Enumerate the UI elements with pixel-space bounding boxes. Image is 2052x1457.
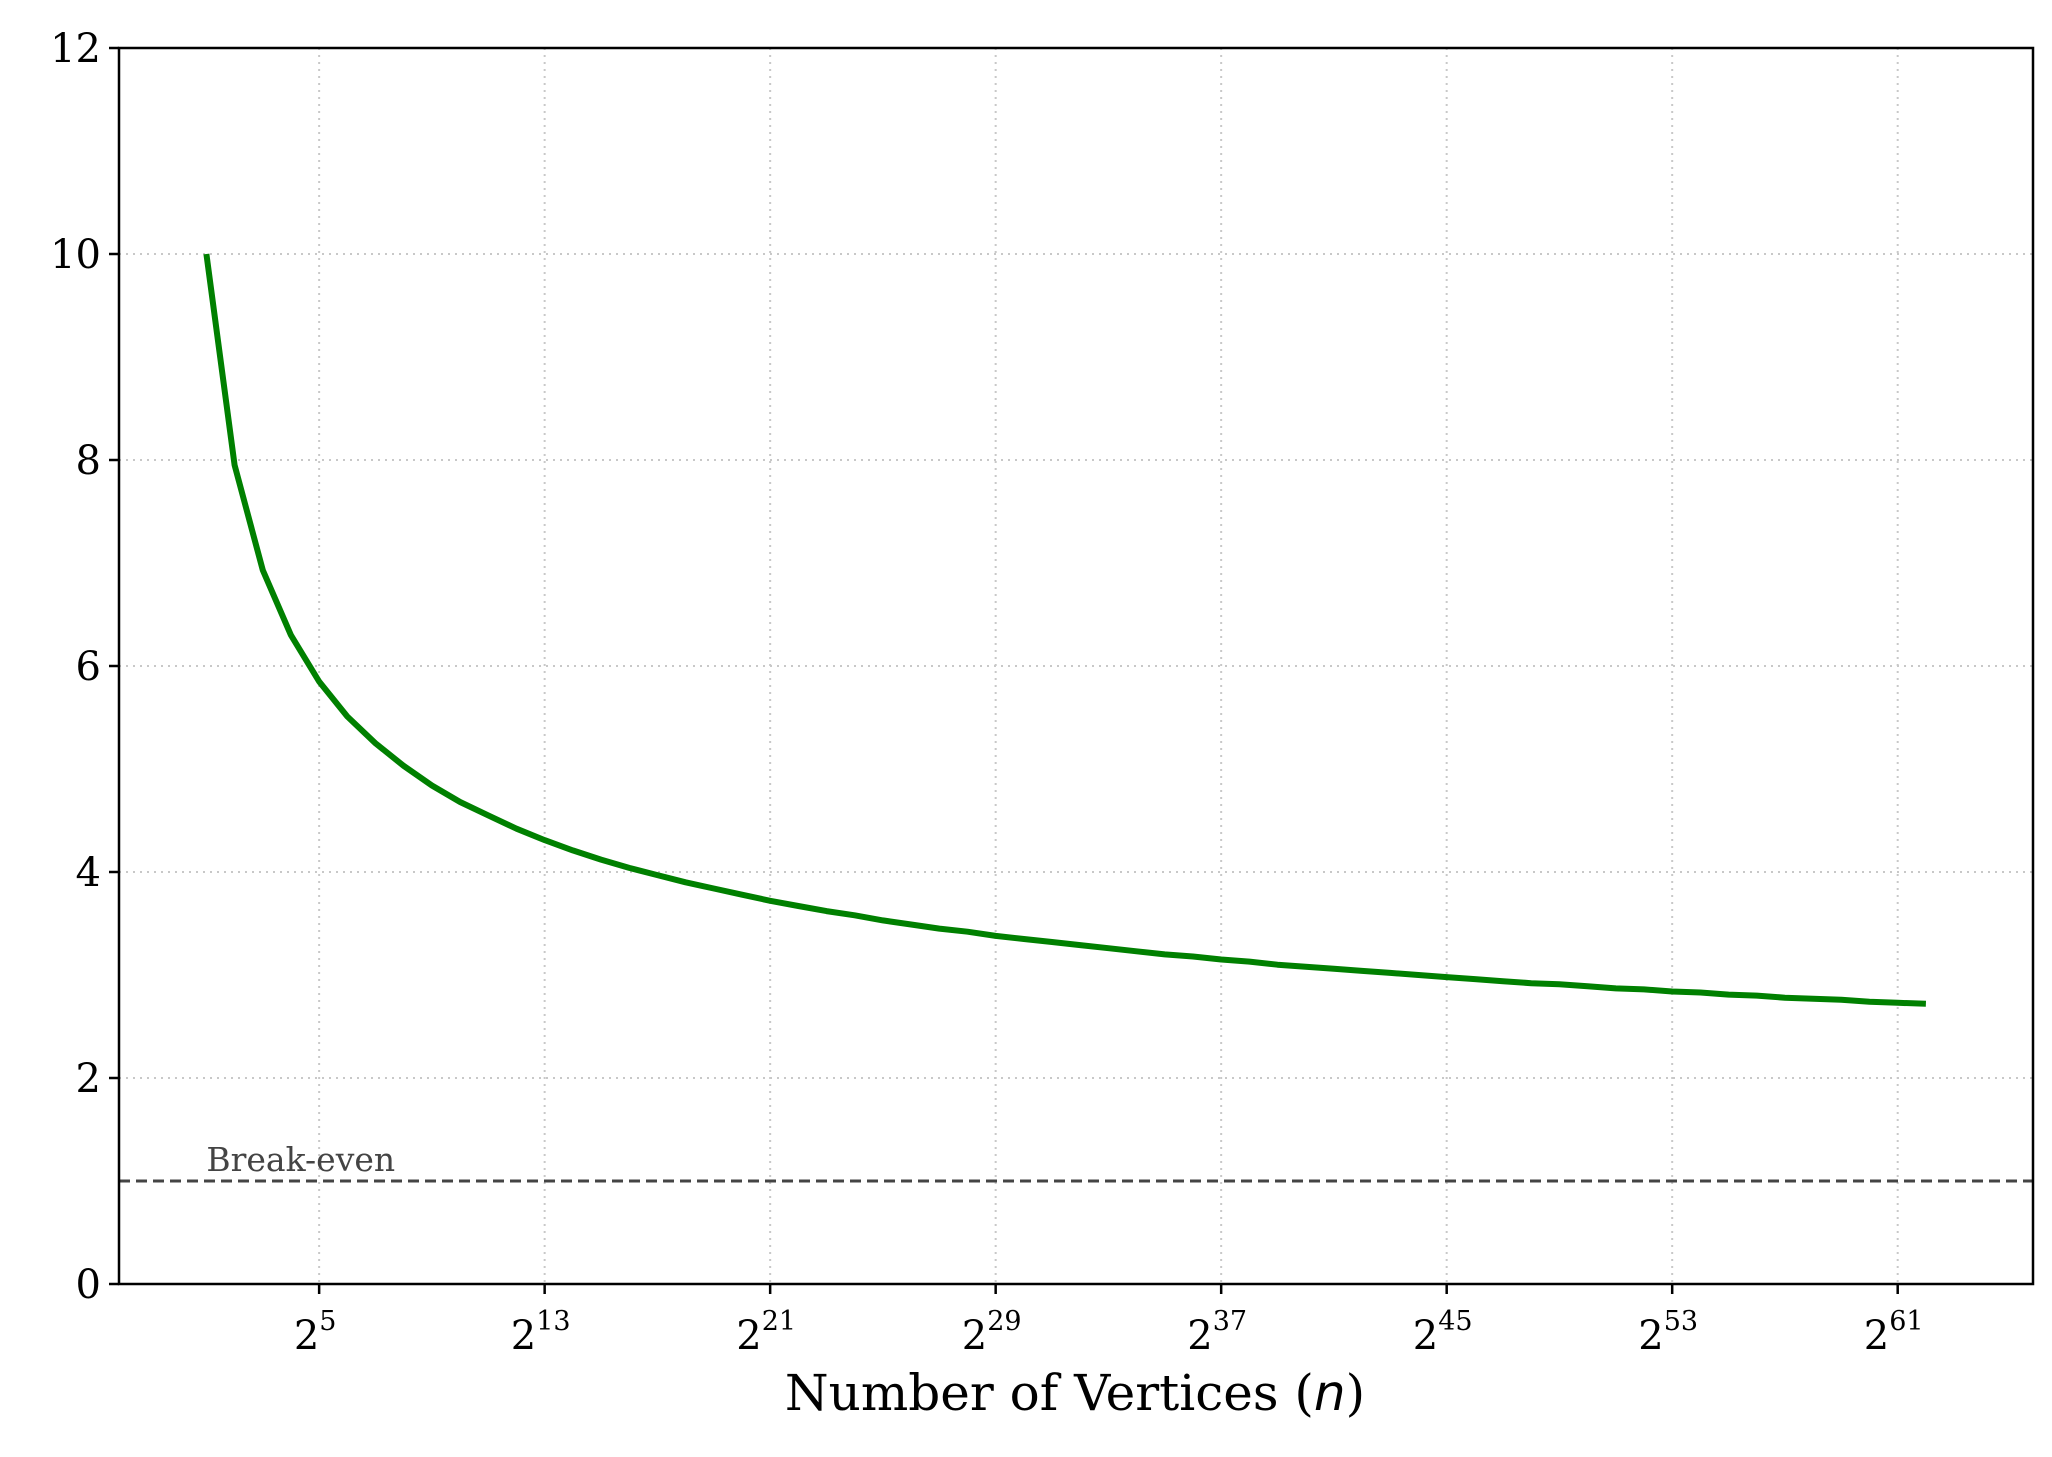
series-layer xyxy=(203,253,1927,1007)
break-even-label: Break-even xyxy=(206,1140,395,1179)
tick-labels: 0 2 4 6 8 10 12 25 213 221 229 237 245 253 261 xyxy=(50,26,1924,1359)
grid-lines xyxy=(119,48,2033,1284)
x-axis-title: Number of Vertices (n) xyxy=(785,1364,1365,1422)
y-tick-label: 2 xyxy=(76,1056,101,1102)
x-tick-label: 221 xyxy=(736,1306,796,1359)
y-tick-label: 0 xyxy=(76,1262,101,1308)
x-tick-label: 245 xyxy=(1413,1306,1473,1359)
tick-marks xyxy=(109,46,1899,1294)
y-tick-label: 4 xyxy=(76,850,101,896)
reference-line-group: Break-even xyxy=(119,1140,2033,1183)
x-tick-label: 261 xyxy=(1864,1306,1924,1359)
y-tick-label: 12 xyxy=(50,26,101,72)
x-tick-label: 229 xyxy=(962,1306,1022,1359)
y-tick-label: 10 xyxy=(50,232,101,278)
x-tick-label: 25 xyxy=(294,1306,337,1359)
y-tick-label: 8 xyxy=(76,438,101,484)
x-tick-label: 213 xyxy=(511,1306,571,1359)
x-tick-label: 253 xyxy=(1638,1306,1698,1359)
y-tick-label: 6 xyxy=(76,644,101,690)
speedup-series-line xyxy=(203,253,1927,1007)
x-tick-label: 237 xyxy=(1187,1306,1247,1359)
